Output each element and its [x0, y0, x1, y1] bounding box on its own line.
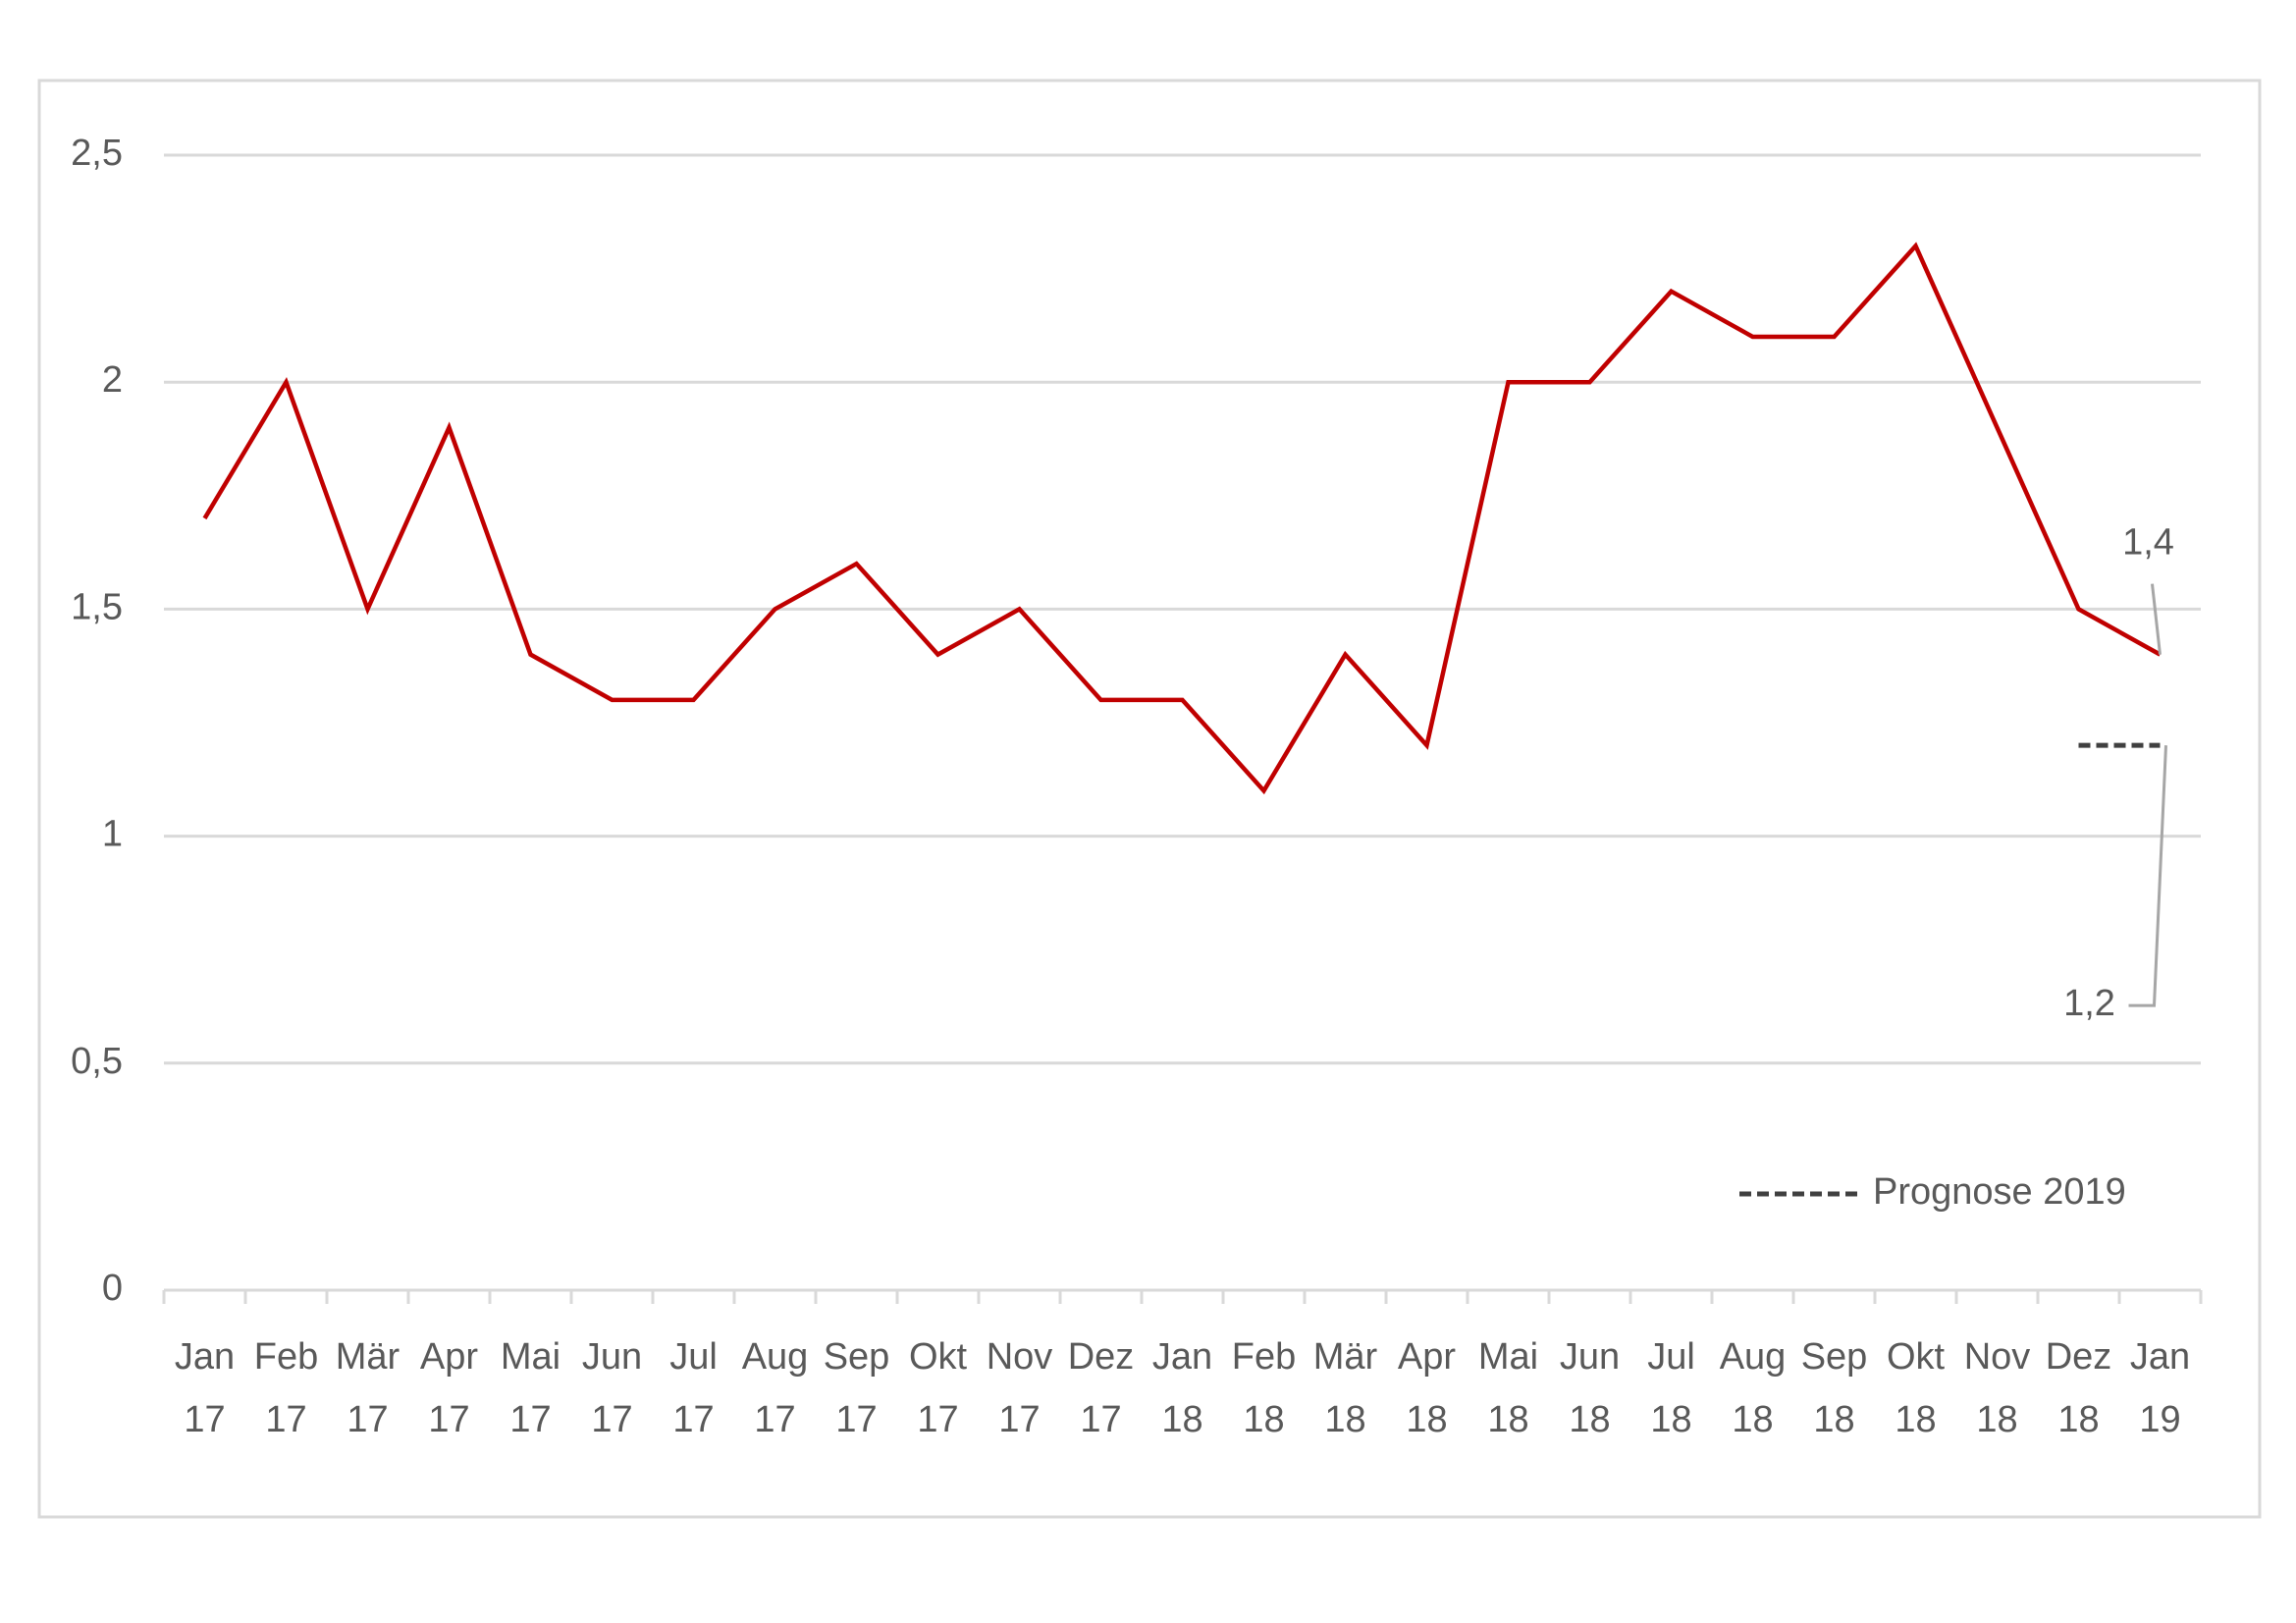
y-tick-label: 1,5: [71, 586, 123, 627]
x-tick-label: Mär 17: [336, 1336, 400, 1440]
y-tick-label: 0,5: [71, 1041, 123, 1082]
data-label: 1,2: [2063, 983, 2115, 1024]
x-tick-label: Apr 17: [420, 1336, 478, 1440]
x-tick-label: Jul 18: [1647, 1336, 1695, 1440]
x-tick-label: Jun 17: [582, 1336, 642, 1440]
x-tick-label: Aug 17: [742, 1336, 809, 1440]
x-tick-label: Nov 17: [987, 1336, 1053, 1440]
chart-border: [37, 79, 2262, 1519]
x-tick-label: Nov 18: [1964, 1336, 2031, 1440]
x-tick-label: Mai 17: [501, 1336, 561, 1440]
y-tick-label: 1: [102, 814, 123, 855]
y-tick-label: 2: [102, 359, 123, 401]
x-tick-label: Dez 17: [1068, 1336, 1135, 1440]
x-tick-label: Dez 18: [2046, 1336, 2112, 1440]
x-tick-label: Jun 18: [1560, 1336, 1620, 1440]
x-tick-label: Jan 19: [2130, 1336, 2190, 1440]
x-tick-label: Jul 17: [669, 1336, 718, 1440]
x-tick-label: Mär 18: [1313, 1336, 1378, 1440]
label-leader: [2128, 745, 2167, 1007]
y-tick-label: 0: [102, 1268, 123, 1309]
x-tick-label: Jan 18: [1152, 1336, 1212, 1440]
data-label: 1,4: [2122, 522, 2174, 564]
x-tick-label: Mai 18: [1478, 1336, 1538, 1440]
x-tick-label: Feb 18: [1232, 1336, 1296, 1440]
x-tick-label: Aug 18: [1720, 1336, 1787, 1440]
x-tick-label: Sep 17: [824, 1336, 890, 1440]
x-tick-label: Apr 18: [1398, 1336, 1456, 1440]
x-tick-label: Feb 17: [254, 1336, 318, 1440]
x-tick-label: Okt 17: [909, 1336, 968, 1440]
x-tick-label: Sep 18: [1801, 1336, 1868, 1440]
y-tick-label: 2,5: [71, 133, 123, 174]
series-line: [202, 242, 2162, 795]
x-tick-label: Jan 17: [175, 1336, 235, 1440]
label-leader: [2151, 583, 2162, 655]
x-tick-label: Okt 18: [1887, 1336, 1946, 1440]
legend-label: Prognose 2019: [1873, 1171, 2126, 1213]
